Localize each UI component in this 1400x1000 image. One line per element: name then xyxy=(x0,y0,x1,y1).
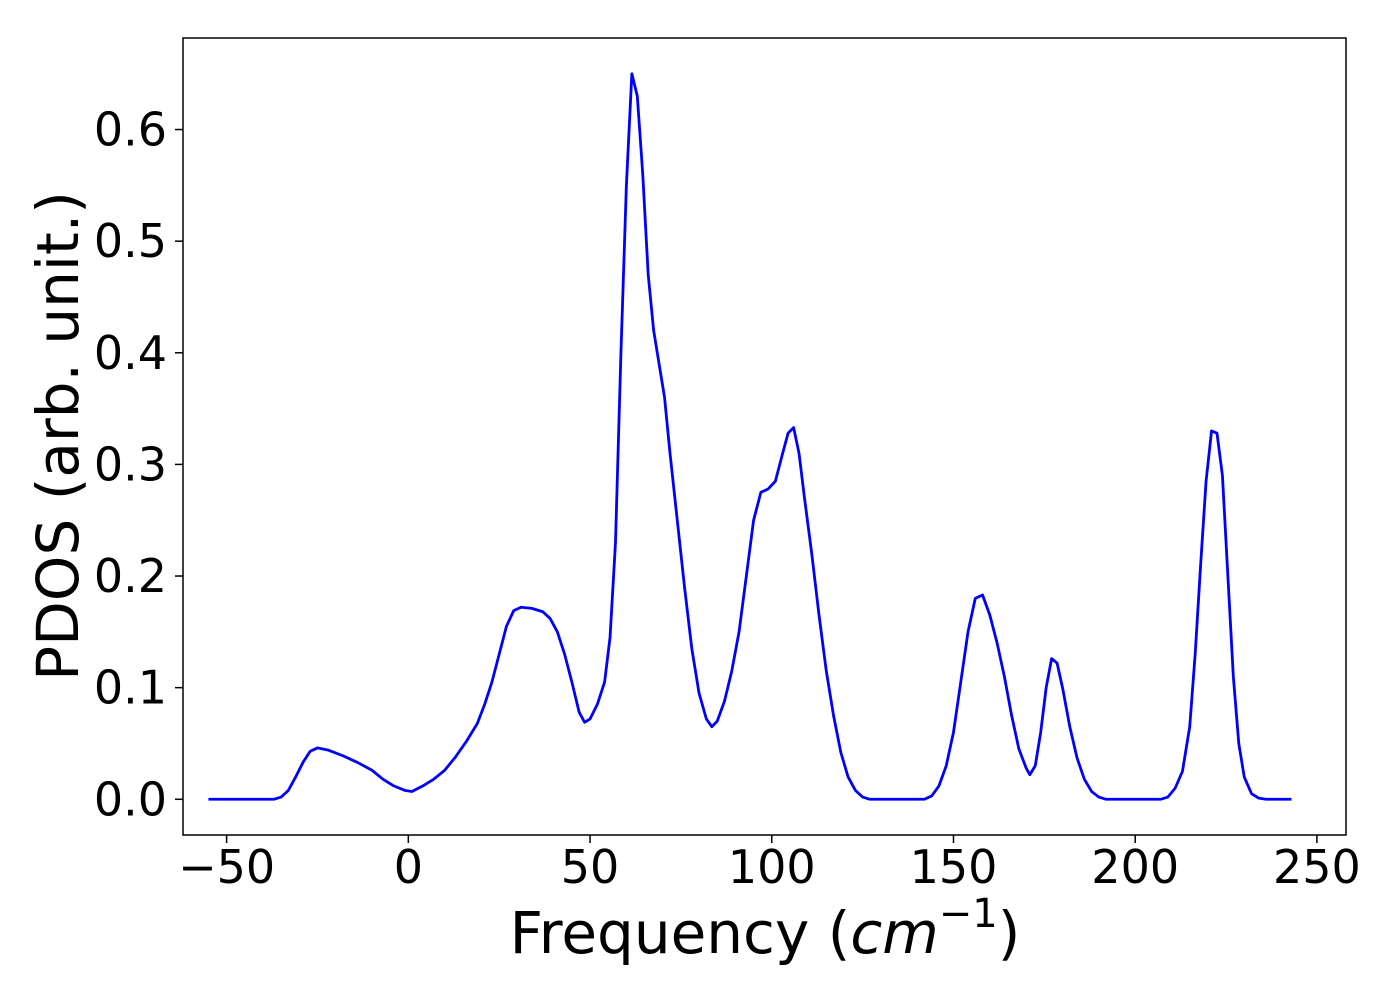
x-tick-label: 250 xyxy=(1273,840,1361,894)
y-tick-label: 0.3 xyxy=(94,437,167,491)
x-tick-label: 0 xyxy=(394,840,423,894)
x-axis-label-unit: cm xyxy=(850,899,938,967)
x-tick-label: 100 xyxy=(728,840,816,894)
x-axis-ticks: −50 0 50 100 150 200 250 xyxy=(178,835,1361,894)
plot-area xyxy=(182,37,1347,836)
x-axis-label-close: ) xyxy=(998,899,1021,967)
x-axis-label-text: Frequency ( xyxy=(510,899,851,967)
y-tick-label: 0.4 xyxy=(94,326,167,380)
x-tick-label: 200 xyxy=(1091,840,1179,894)
x-tick-label: 50 xyxy=(561,840,620,894)
x-tick-label: 150 xyxy=(910,840,998,894)
y-tick-label: 0.2 xyxy=(94,549,167,603)
y-tick-label: 0.0 xyxy=(94,772,167,826)
x-tick-label: −50 xyxy=(178,840,275,894)
y-tick-label: 0.1 xyxy=(94,661,167,715)
y-tick-label: 0.6 xyxy=(94,103,167,157)
x-axis-label-exponent: −1 xyxy=(939,891,998,937)
y-axis-ticks: 0.0 0.1 0.2 0.3 0.4 0.5 0.6 xyxy=(94,103,183,826)
y-tick-label: 0.5 xyxy=(94,214,167,268)
y-axis-label: PDOS (arb. unit.) xyxy=(24,191,92,681)
x-axis-label: Frequency (cm−1) xyxy=(510,891,1021,967)
series-layer xyxy=(208,72,1292,801)
series-line xyxy=(208,72,1292,801)
